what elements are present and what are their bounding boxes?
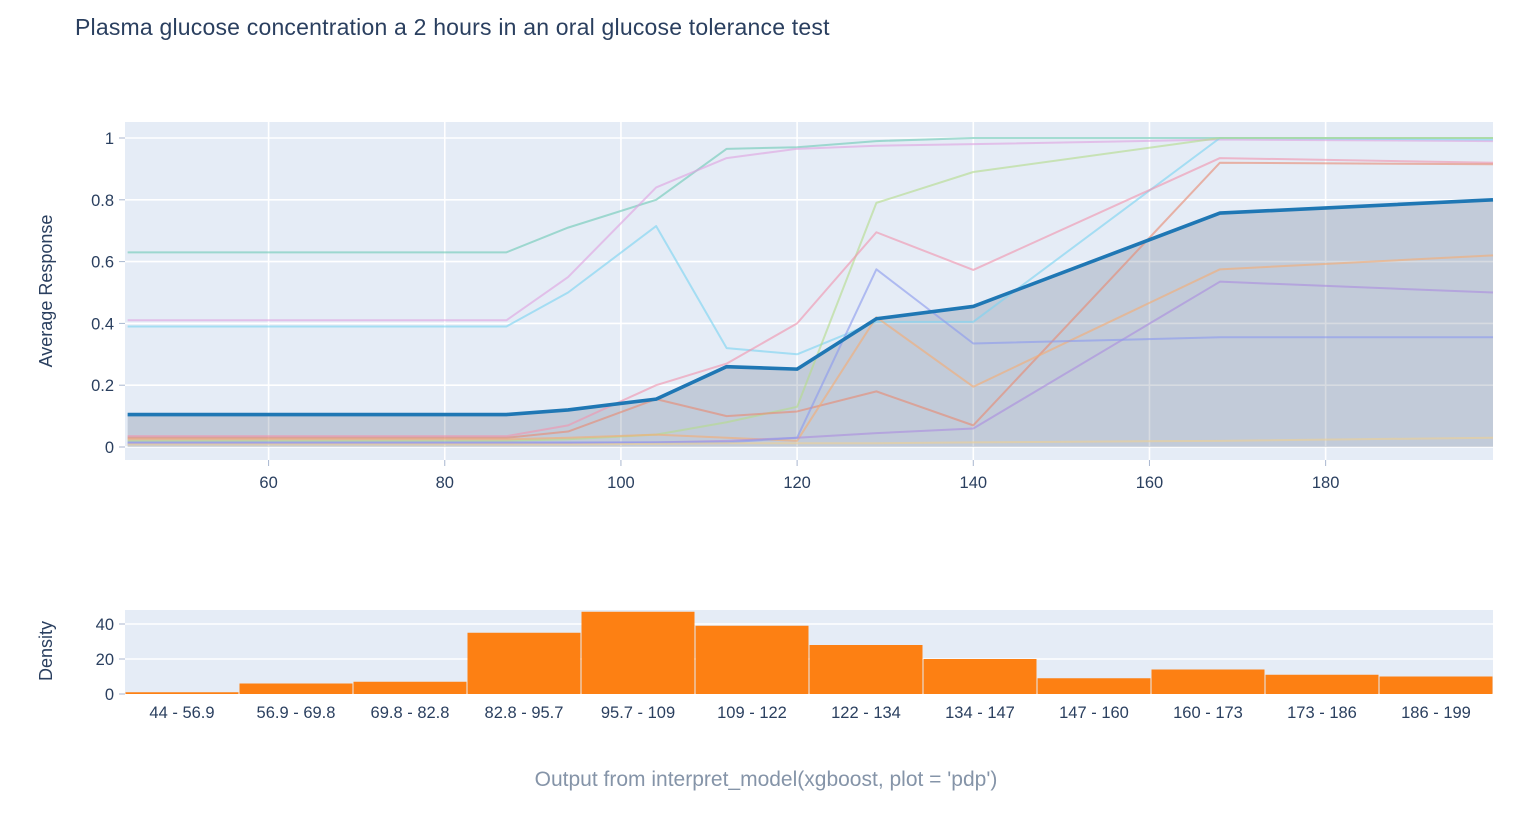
histogram-bar[interactable]	[1265, 674, 1379, 694]
histogram-bar[interactable]	[467, 632, 581, 694]
ice-cyan-line	[127, 137, 1494, 356]
histogram-bar[interactable]	[809, 645, 923, 694]
pdp-line	[127, 198, 1494, 417]
y-tick-label: 0.4	[91, 315, 114, 333]
ice-salmon-line	[127, 161, 1494, 439]
ice-pink-line	[127, 157, 1494, 438]
bin-label: 186 - 199	[1401, 704, 1471, 722]
histogram-bar[interactable]	[125, 692, 239, 694]
y-tick-label: 40	[96, 616, 114, 634]
y-tick-label: 0	[105, 439, 114, 457]
bin-label: 122 - 134	[831, 704, 901, 722]
bin-label: 44 - 56.9	[149, 704, 214, 722]
x-tick-label: 120	[783, 474, 811, 492]
histogram-bar[interactable]	[239, 683, 353, 695]
histogram-bar[interactable]	[1379, 676, 1493, 695]
bin-label: 109 - 122	[717, 704, 787, 722]
hist-y-axis-title: Density	[36, 621, 56, 681]
chart-title: Plasma glucose concentration a 2 hours i…	[75, 14, 830, 40]
ice-plum-line	[127, 138, 1494, 322]
y-tick-label: 0.8	[91, 192, 114, 210]
ice-teal-line	[127, 137, 1493, 254]
main-y-axis-title: Average Response	[36, 215, 56, 368]
bin-label: 95.7 - 109	[601, 704, 675, 722]
x-tick-label: 60	[259, 474, 277, 492]
x-tick-label: 180	[1312, 474, 1340, 492]
y-tick-label: 20	[96, 651, 114, 669]
y-tick-label: 0.6	[91, 254, 114, 272]
y-tick-label: 0.2	[91, 377, 114, 395]
histogram-bar[interactable]	[1037, 678, 1151, 694]
bin-label: 134 - 147	[945, 704, 1015, 722]
density-histogram[interactable]: 0 20 40 44 - 56.9 56.9 - 69.8 69.8 - 82.8 82.8…	[96, 610, 1493, 722]
histogram-bar[interactable]	[353, 681, 467, 694]
x-tick-label: 140	[960, 474, 988, 492]
ice-periwinkle-line	[127, 268, 1493, 444]
bin-label: 147 - 160	[1059, 704, 1129, 722]
histogram-bar[interactable]	[695, 625, 809, 694]
x-tick-label: 160	[1136, 474, 1164, 492]
histogram-bar[interactable]	[923, 659, 1037, 694]
x-tick-label: 80	[436, 474, 454, 492]
bin-label: 69.8 - 82.8	[371, 704, 450, 722]
histogram-bar[interactable]	[1151, 669, 1265, 695]
bin-label: 82.8 - 95.7	[485, 704, 564, 722]
figure-caption: Output from interpret_model(xgboost, plo…	[534, 768, 998, 791]
ice-yellow-line	[127, 436, 1494, 446]
x-tick-label: 100	[607, 474, 635, 492]
y-tick-label: 1	[105, 130, 114, 148]
bin-label: 173 - 186	[1287, 704, 1357, 722]
plot-background	[125, 122, 1493, 460]
histogram-bar[interactable]	[581, 611, 695, 694]
pdp-std-area	[127, 199, 1494, 447]
bin-label: 56.9 - 69.8	[257, 704, 336, 722]
bin-label: 160 - 173	[1173, 704, 1243, 722]
pdp-line-chart[interactable]: 60 80 100 120 140 160 180 0 0.2 0.4 0.6 0.8 1	[91, 122, 1494, 492]
y-tick-label: 0	[105, 686, 114, 704]
